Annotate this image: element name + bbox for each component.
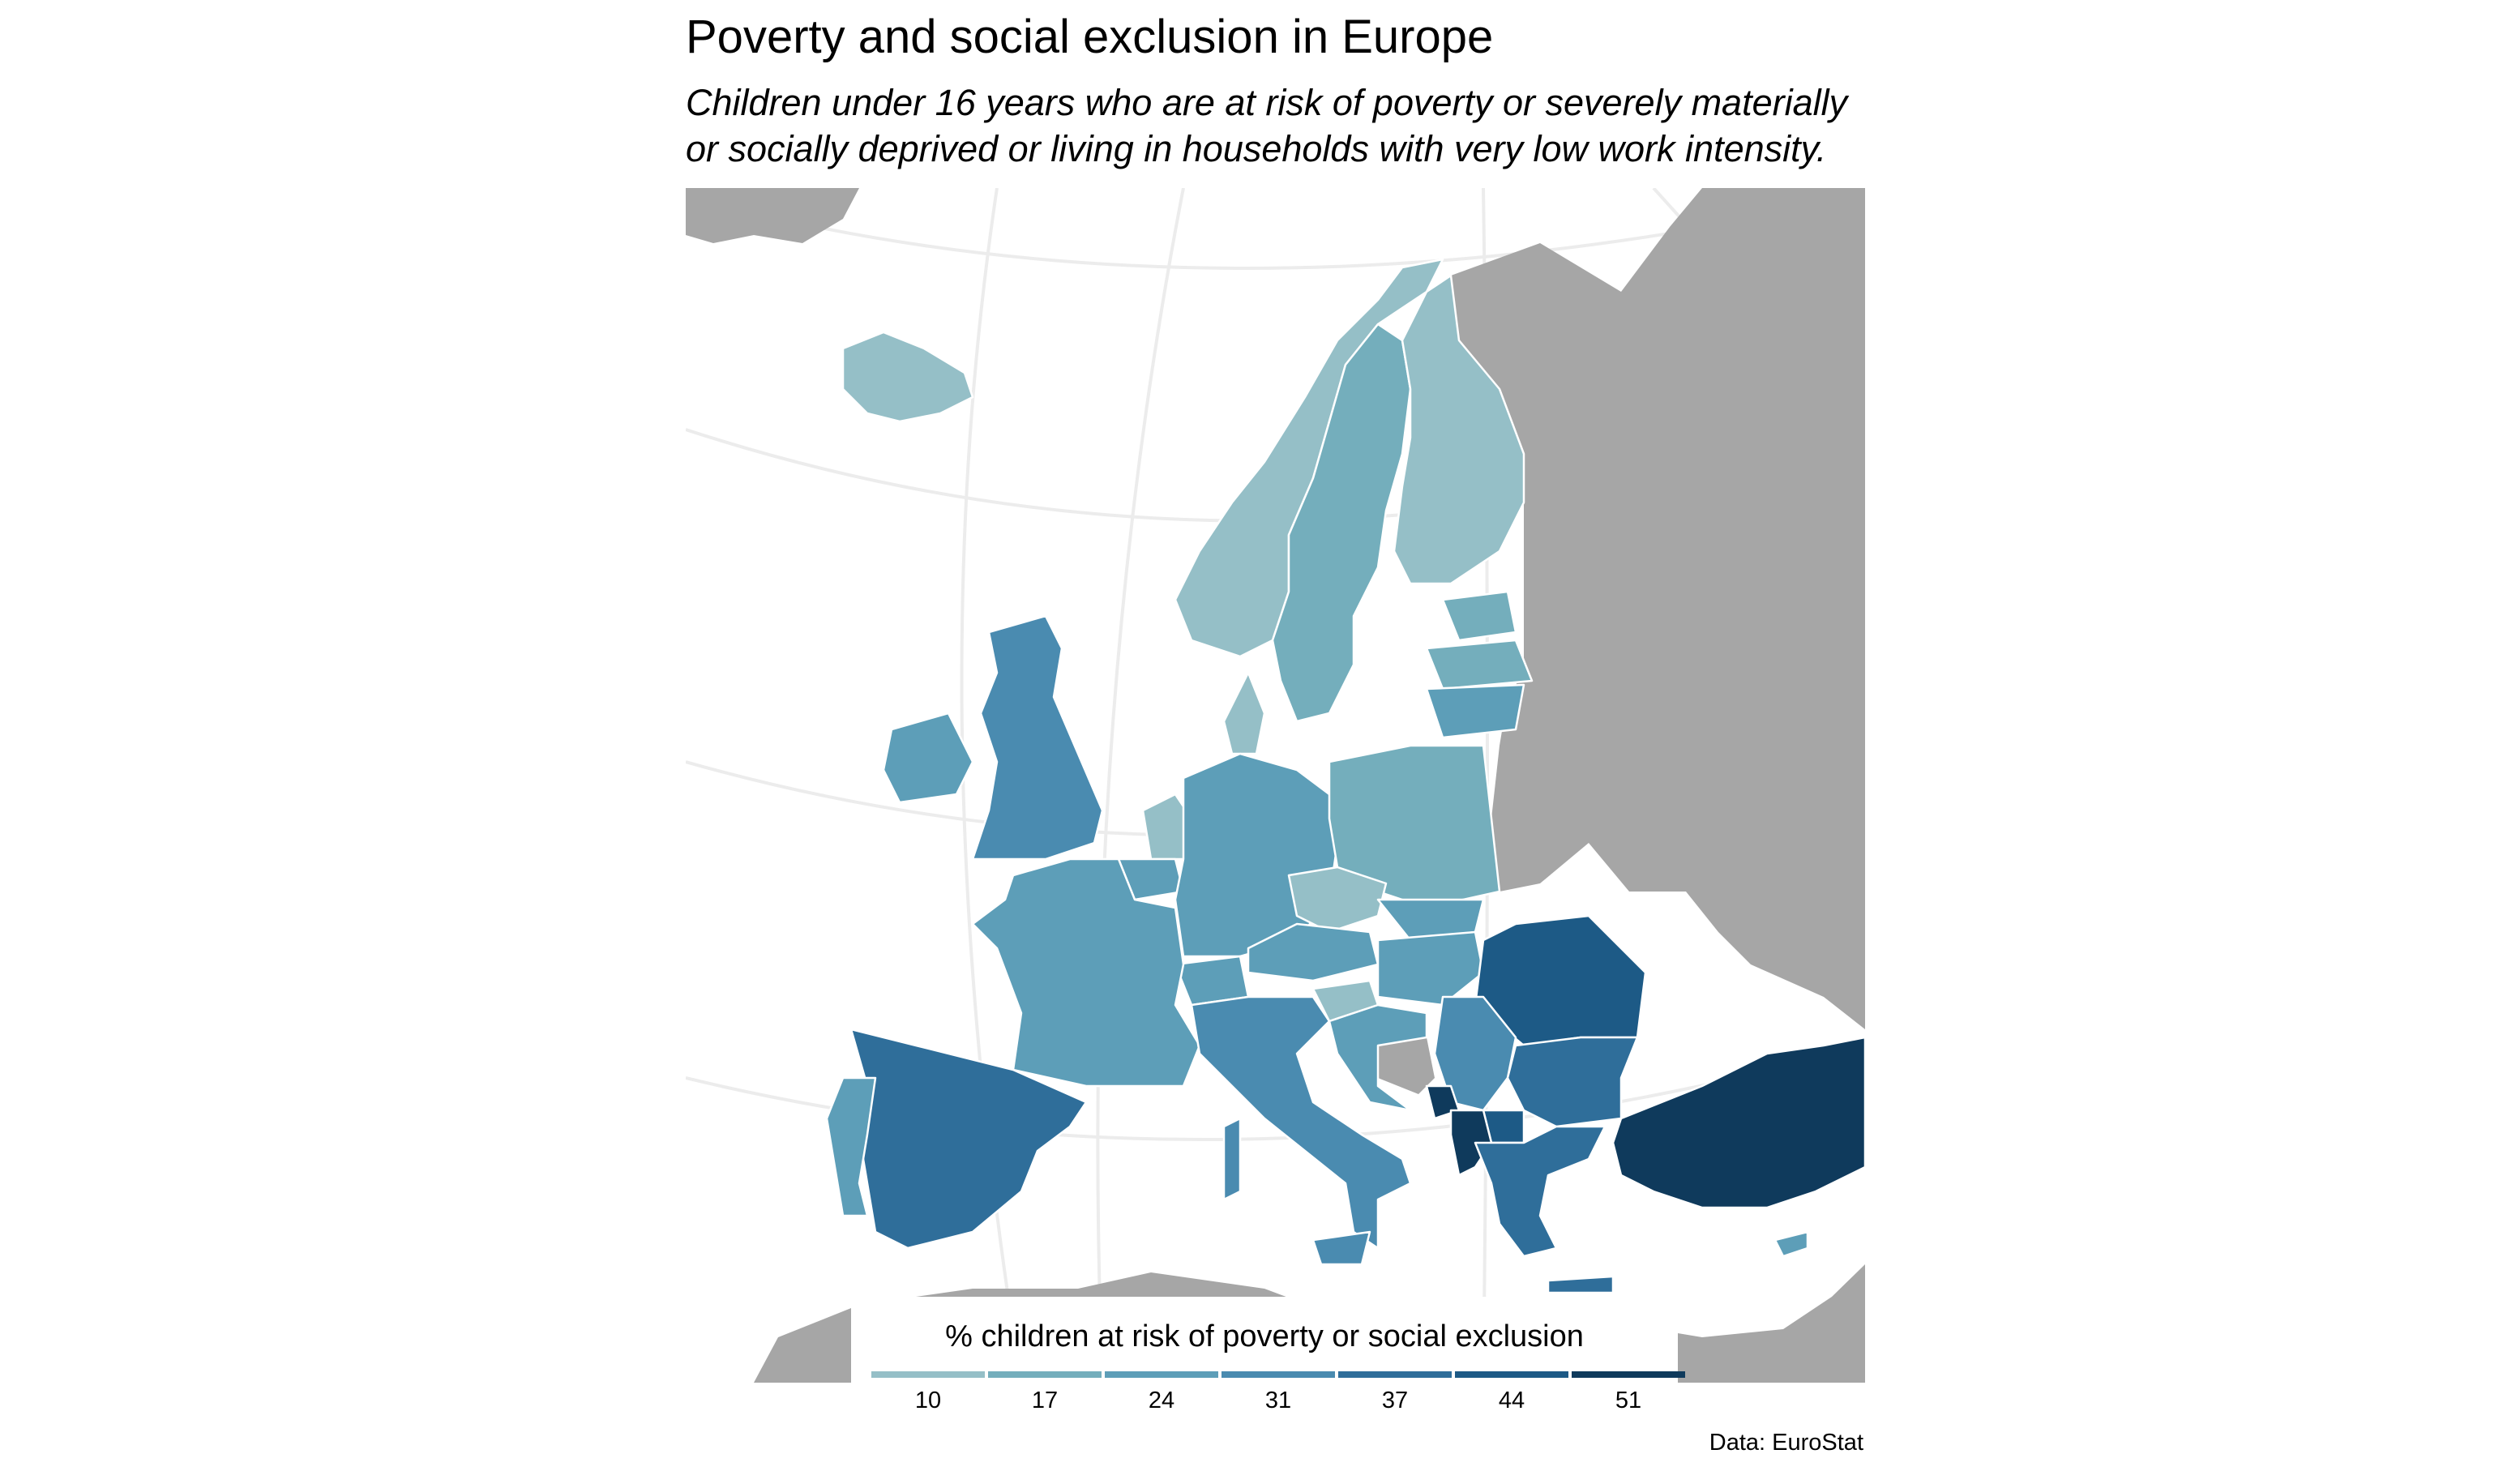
country-czechia (1287, 866, 1388, 934)
country-lithuania (1425, 683, 1525, 739)
legend-tick-label: 24 (1148, 1388, 1175, 1413)
country-serbia (1433, 995, 1517, 1112)
legend-tick-label: 51 (1615, 1388, 1642, 1413)
country-latvia (1425, 639, 1534, 691)
country-croatia (1328, 1003, 1428, 1112)
legend-key (1455, 1371, 1568, 1378)
country-ireland (882, 712, 974, 804)
subtitle-line-2: or socially deprived or living in househ… (686, 128, 1827, 169)
legend-key (1338, 1371, 1452, 1378)
country-italy (1190, 995, 1412, 1250)
russia-region (1451, 188, 1865, 1029)
legend-key (1221, 1371, 1335, 1378)
country-denmark (1222, 671, 1266, 755)
legend-tick-label: 44 (1498, 1388, 1525, 1413)
legend-key (1572, 1371, 1685, 1378)
country-bulgaria (1506, 1036, 1639, 1128)
country-turkey (1611, 1036, 1865, 1209)
greenland-fragment (686, 188, 859, 243)
country-cyprus (1773, 1230, 1809, 1258)
country-hungary (1376, 930, 1485, 1007)
bosnia-region (1370, 1037, 1435, 1094)
countries (825, 258, 1865, 1294)
legend-key (1105, 1371, 1218, 1378)
data-source-caption: Data: EuroStat (1709, 1430, 1863, 1456)
country-france (971, 857, 1201, 1088)
country-finland (1393, 274, 1525, 585)
country-slovakia (1376, 898, 1485, 942)
legend-title: % children at risk of poverty or social … (945, 1319, 1584, 1353)
country-united-kingdom (971, 614, 1104, 861)
map-subtitle: Children under 16 years who are at risk … (686, 79, 1847, 172)
country-sweden (1271, 323, 1412, 723)
map-title: Poverty and social exclusion in Europe (686, 11, 1494, 63)
country-iceland (841, 331, 974, 423)
legend-tick-label: 37 (1381, 1388, 1409, 1413)
country-italy-sardinia (1222, 1117, 1242, 1201)
legend: % children at risk of poverty or social … (851, 1297, 1685, 1443)
country-albania (1449, 1109, 1493, 1177)
country-greece (1474, 1125, 1607, 1258)
country-estonia (1441, 590, 1517, 642)
legend-key (988, 1371, 1102, 1378)
legend-tick-label: 17 (1031, 1388, 1059, 1413)
subtitle-line-1: Children under 16 years who are at risk … (686, 82, 1848, 123)
legend-tick-label: 10 (914, 1388, 942, 1413)
legend-key (871, 1371, 985, 1378)
country-portugal (825, 1076, 877, 1217)
country-italy-sicily (1311, 1230, 1371, 1266)
legend-tick-label: 31 (1264, 1388, 1292, 1413)
country-greece-crete (1547, 1275, 1615, 1294)
